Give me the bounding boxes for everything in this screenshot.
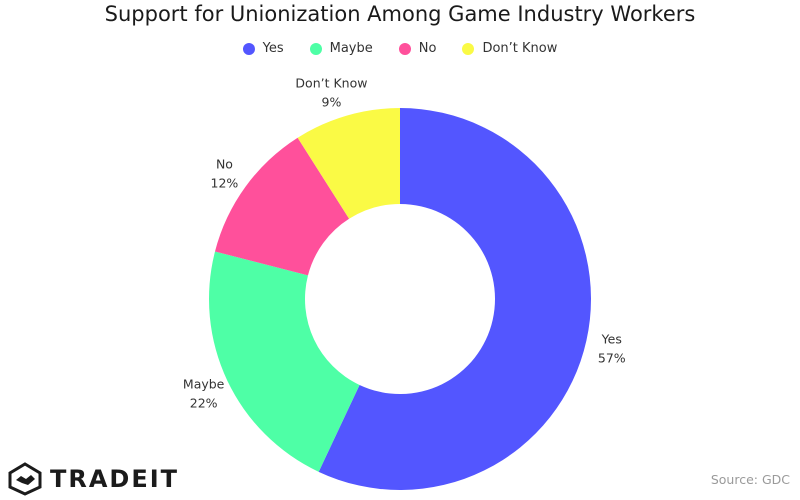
slice-label-don-t-know: Don’t Know 9% <box>295 76 367 110</box>
slice-value-maybe: 22% <box>190 395 218 410</box>
slice-category-no: No <box>216 156 233 171</box>
slice-value-no: 12% <box>211 175 239 190</box>
legend-swatch-maybe <box>309 42 322 55</box>
legend-label-dont-know: Don’t Know <box>482 41 558 56</box>
legend-swatch-dont-know <box>462 42 475 55</box>
slice-category-don-t-know: Don’t Know <box>295 76 367 91</box>
slice-don-t-know[interactable] <box>297 108 400 219</box>
slice-label-maybe: Maybe 22% <box>183 376 225 410</box>
slice-maybe[interactable] <box>209 251 360 472</box>
legend-item-maybe[interactable]: Maybe <box>309 41 373 56</box>
legend-label-maybe: Maybe <box>329 41 373 56</box>
source-note: Source: GDC <box>710 472 790 487</box>
brand-name: TRADEIT <box>50 465 180 493</box>
slice-category-yes: Yes <box>601 331 622 346</box>
legend-swatch-no <box>398 42 411 55</box>
brand-logo: TRADEIT <box>6 462 179 496</box>
legend-swatch-yes <box>242 42 255 55</box>
slice-category-maybe: Maybe <box>183 376 225 391</box>
legend-item-no[interactable]: No <box>398 41 437 56</box>
legend-item-dont-know[interactable]: Don’t Know <box>462 41 557 56</box>
legend-label-no: No <box>418 41 437 56</box>
slice-label-no: No 12% <box>211 156 239 190</box>
slice-yes[interactable] <box>318 108 591 490</box>
legend-item-yes[interactable]: Yes <box>242 41 284 56</box>
legend: Yes Maybe No Don’t Know <box>0 41 800 56</box>
slice-label-yes: Yes 57% <box>598 331 626 365</box>
slice-value-yes: 57% <box>598 350 626 365</box>
legend-label-yes: Yes <box>262 41 284 56</box>
slice-no[interactable] <box>215 137 350 276</box>
handshake-icon <box>8 462 42 496</box>
slice-value-don-t-know: 9% <box>322 95 342 110</box>
chart-title: Support for Unionization Among Game Indu… <box>104 2 696 26</box>
